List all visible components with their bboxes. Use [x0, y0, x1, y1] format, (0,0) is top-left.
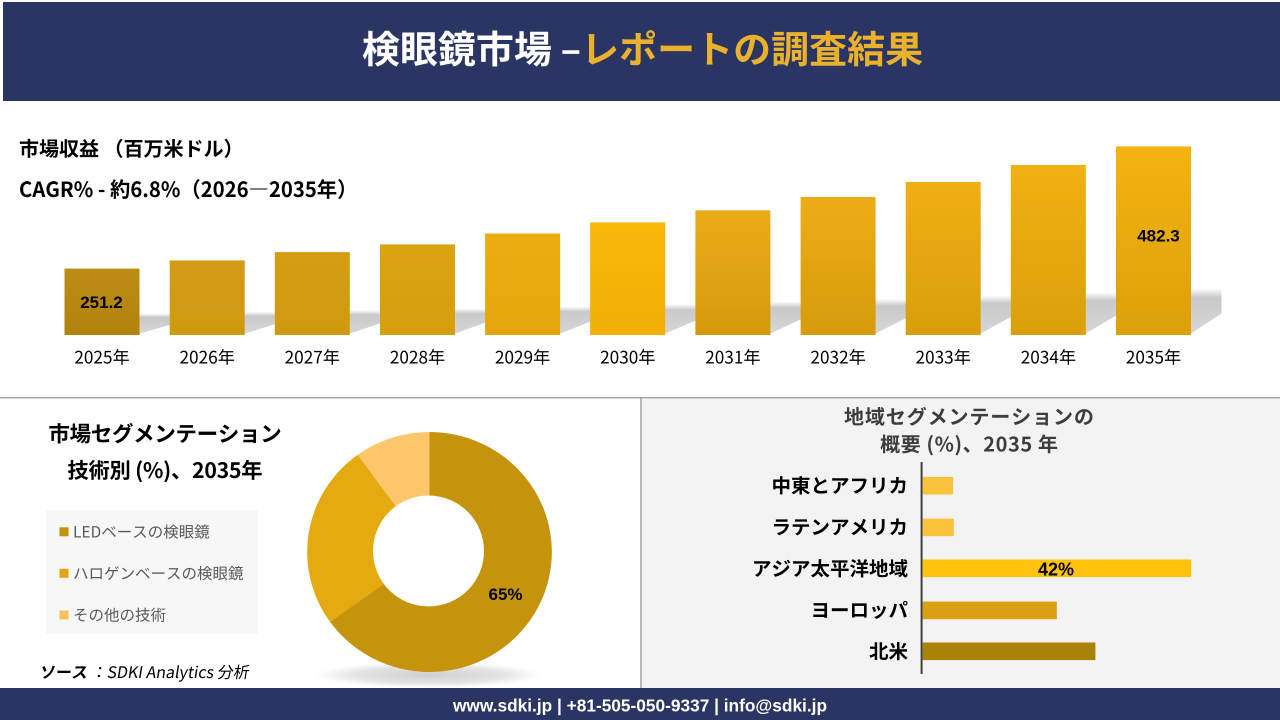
svg-text:65%: 65% [488, 585, 522, 604]
svg-text:251.2: 251.2 [80, 293, 123, 312]
svg-text:www.sdki.jp | +81-505-050-9337: www.sdki.jp | +81-505-050-9337 | info@sd… [452, 696, 827, 716]
svg-text:482.3: 482.3 [1137, 227, 1180, 246]
svg-text:42%: 42% [1038, 560, 1074, 580]
